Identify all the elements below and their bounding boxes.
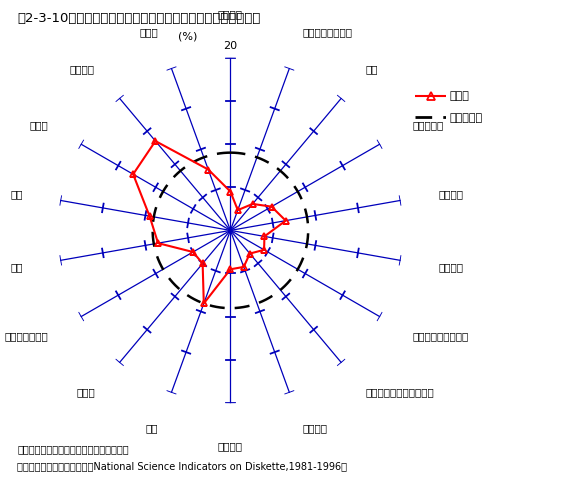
Text: 化学: 化学 [10, 262, 23, 272]
Text: 数学: 数学 [366, 64, 378, 74]
Text: (%): (%) [179, 32, 198, 42]
Text: 地球科学: 地球科学 [218, 10, 243, 20]
Text: 天体物理学: 天体物理学 [413, 120, 444, 130]
Text: 材料科学: 材料科学 [70, 64, 95, 74]
Text: 引用：米国科学情報研究所『National Science Indicators on Diskette,1981-1996』: 引用：米国科学情報研究所『National Science Indicators… [17, 461, 347, 471]
Text: 物理学: 物理学 [29, 120, 48, 130]
Text: エコロジー・環境: エコロジー・環境 [302, 27, 353, 37]
Text: 農学: 農学 [10, 189, 23, 199]
Text: 免疫学: 免疫学 [76, 387, 95, 397]
Text: 工学: 工学 [146, 423, 158, 433]
Text: 全分野平均: 全分野平均 [449, 113, 483, 122]
Text: 薬理学: 薬理学 [139, 27, 158, 37]
Text: 生物学・生化学: 生物学・生化学 [4, 331, 48, 341]
Text: 神経科学: 神経科学 [302, 423, 328, 433]
Text: 各分野: 各分野 [449, 91, 469, 101]
Text: 第2-3-10図　我が国の論文数の分野別シェア（平成６～８年）: 第2-3-10図 我が国の論文数の分野別シェア（平成６～８年） [17, 12, 261, 25]
Text: コンピュータサイエンス: コンピュータサイエンス [366, 387, 435, 397]
Text: 臨床医学: 臨床医学 [438, 189, 463, 199]
Text: 動植物学: 動植物学 [438, 262, 463, 272]
Text: 資料：科学技術庁科学技術政策研究所調べ: 資料：科学技術庁科学技術政策研究所調べ [17, 444, 129, 454]
Text: 20: 20 [223, 41, 237, 51]
Text: 微生物学: 微生物学 [218, 441, 243, 451]
Text: 分子生物学・遠伝学: 分子生物学・遠伝学 [413, 331, 469, 341]
